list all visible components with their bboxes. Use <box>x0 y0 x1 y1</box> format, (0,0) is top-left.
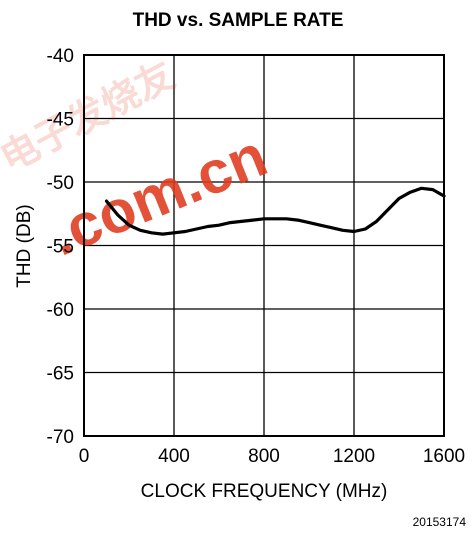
x-tick-label: 1200 <box>333 446 375 467</box>
x-tick-label: 400 <box>158 446 190 467</box>
y-tick-label: -65 <box>47 364 74 385</box>
figure-id: 20153174 <box>413 515 467 529</box>
plot-frame <box>83 54 445 437</box>
x-axis-label: CLOCK FREQUENCY (MHz) <box>141 481 388 502</box>
watermark: 电子发烧友 .com.cn <box>0 54 276 268</box>
y-tick-label: -40 <box>47 46 74 67</box>
y-tick-label: -60 <box>47 300 74 321</box>
y-tick-label: -55 <box>47 237 74 258</box>
x-tick-label: 0 <box>79 446 90 467</box>
y-tick-label: -70 <box>47 427 74 448</box>
y-tick-label: -45 <box>47 110 74 131</box>
y-axis-label: THD (DB) <box>14 204 35 287</box>
y-tick-label: -50 <box>47 173 74 194</box>
x-tick-label: 1600 <box>423 446 465 467</box>
chart-title: THD vs. SAMPLE RATE <box>133 10 344 31</box>
thd-series-line <box>104 186 446 236</box>
y-tick-labels: -40 -45 -50 -55 -60 -65 -70 <box>47 46 74 448</box>
x-tick-labels: 0 400 800 1200 1600 <box>79 446 465 467</box>
x-tick-label: 800 <box>248 446 280 467</box>
